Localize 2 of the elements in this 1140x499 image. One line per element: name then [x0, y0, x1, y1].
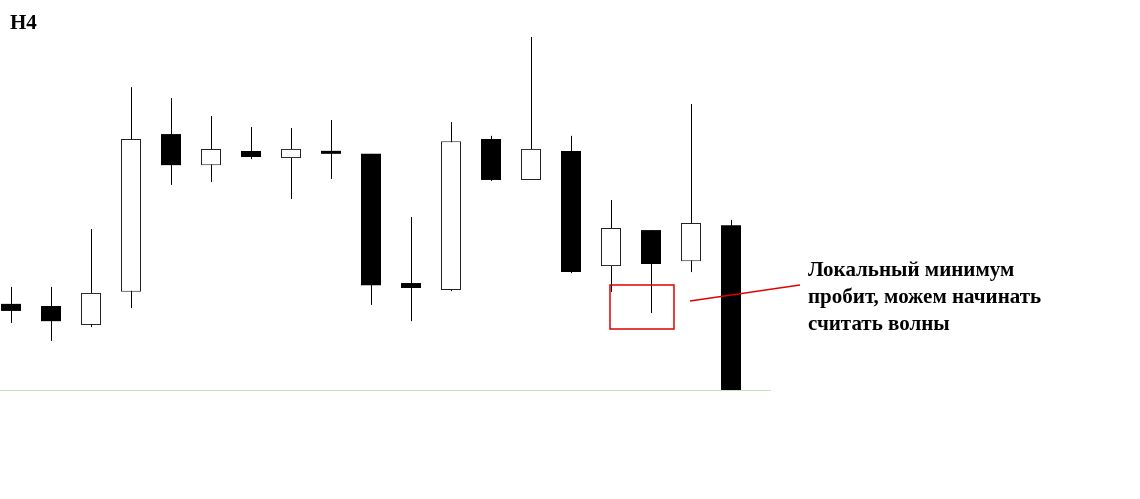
text: Локальный минимум пробит, можем начинать считать волны	[808, 256, 1042, 337]
chart-title: H4	[10, 10, 37, 35]
